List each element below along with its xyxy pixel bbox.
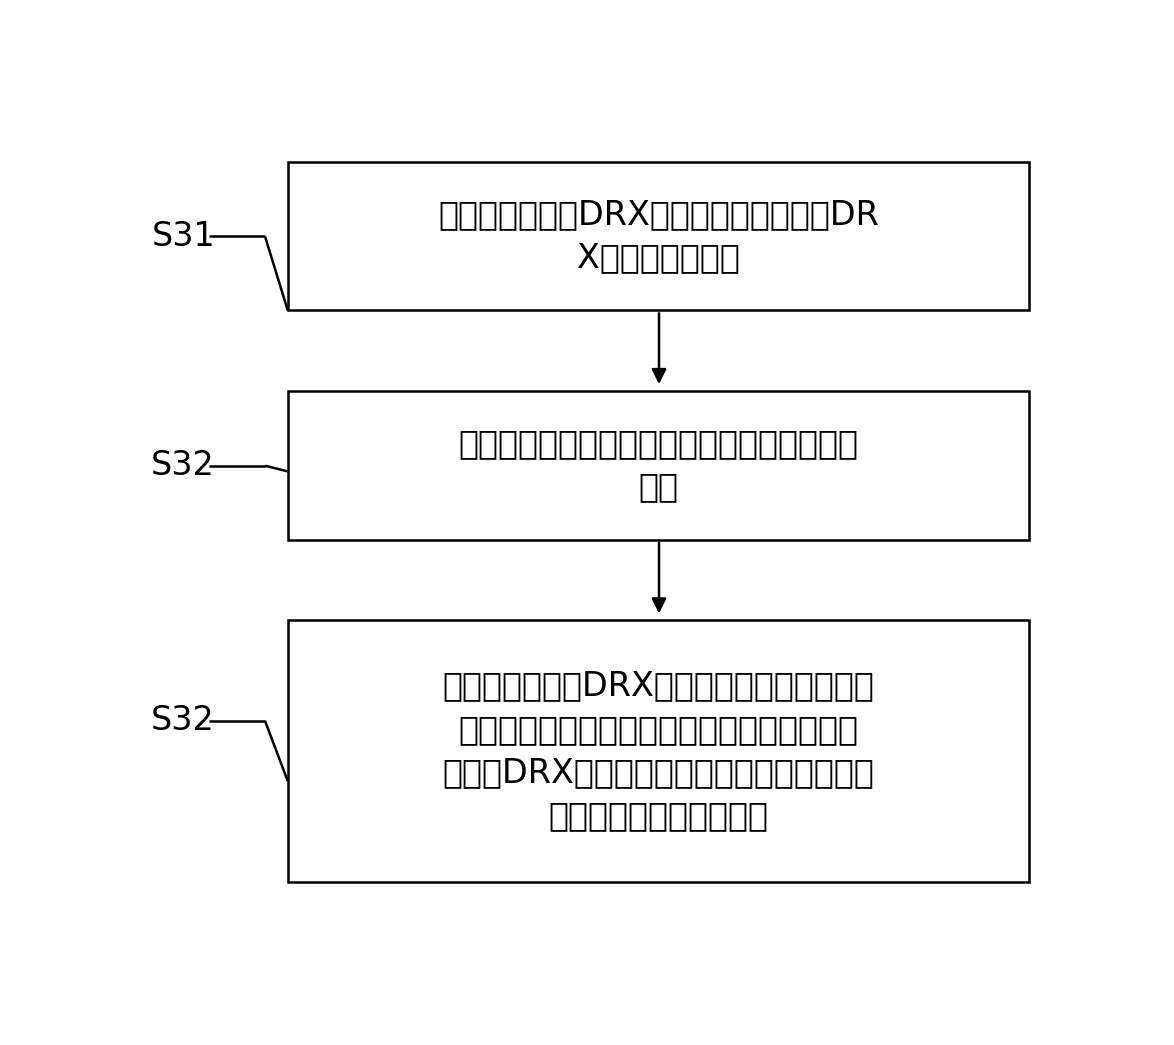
Text: S31: S31: [151, 219, 215, 253]
Text: S32: S32: [151, 449, 215, 482]
Bar: [288, 621, 1030, 882]
Bar: [288, 162, 1030, 310]
Text: 根据所述主基站DRX周期确定除公共测量频率
之外的主基站测量频率的测量需求，根据所述
辅基站DRX周期确定除公共测量频率之外的辅
基站测量频率的测量需求: 根据所述主基站DRX周期确定除公共测量频率 之外的主基站测量频率的测量需求，根据…: [443, 670, 875, 833]
Text: S32: S32: [151, 704, 215, 738]
Text: 确定所述主基站DRX周期以及所述辅基站DR
X周期中的较小值: 确定所述主基站DRX周期以及所述辅基站DR X周期中的较小值: [438, 198, 879, 274]
Text: 根据所述较小值确定所述公共测量频率的测量
需求: 根据所述较小值确定所述公共测量频率的测量 需求: [459, 427, 858, 504]
Bar: [288, 391, 1030, 540]
